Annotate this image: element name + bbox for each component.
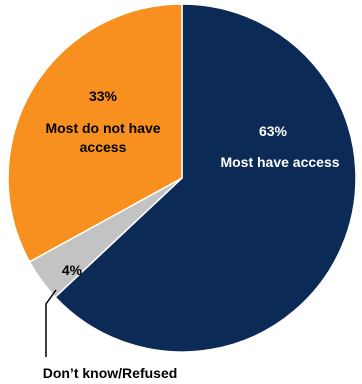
slice-most-have-access-percent: 63%	[259, 123, 288, 139]
slice-dont-know-label: Don’t know/Refused	[43, 365, 178, 381]
slice-most-do-not-have-access-label-line2: access	[80, 139, 127, 155]
slice-dont-know-percent: 4%	[62, 262, 83, 278]
pie-slice-most-do-not-have-access	[7, 3, 183, 263]
slice-most-do-not-have-access-label-line1: Most do not have	[45, 120, 160, 136]
pie-slice-most-have-access	[54, 3, 357, 353]
dont-know-leader-line	[45, 289, 57, 357]
slice-most-do-not-have-access-percent: 33%	[89, 88, 118, 104]
slice-most-have-access-label: Most have access	[220, 154, 339, 170]
pie-slices	[7, 3, 357, 353]
